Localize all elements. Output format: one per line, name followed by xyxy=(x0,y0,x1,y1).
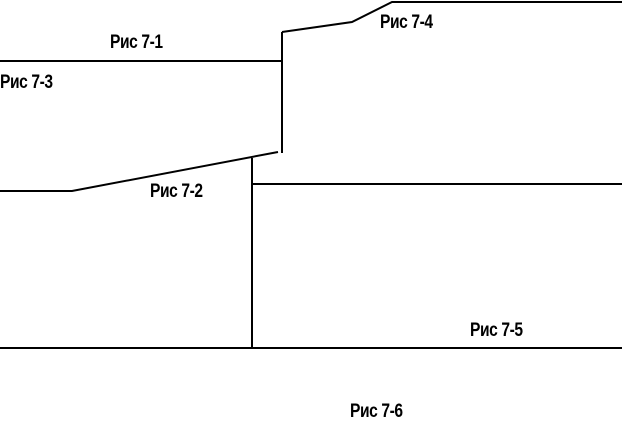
label-fig-7-1: Рис 7-1 xyxy=(110,32,163,53)
label-fig-7-3: Рис 7-3 xyxy=(0,72,53,93)
line-middle-left xyxy=(0,151,279,192)
label-fig-7-4: Рис 7-4 xyxy=(380,12,433,33)
label-fig-7-5: Рис 7-5 xyxy=(470,320,523,341)
label-fig-7-2: Рис 7-2 xyxy=(150,181,203,202)
label-fig-7-6: Рис 7-6 xyxy=(350,401,403,422)
line-top-right xyxy=(281,1,622,33)
